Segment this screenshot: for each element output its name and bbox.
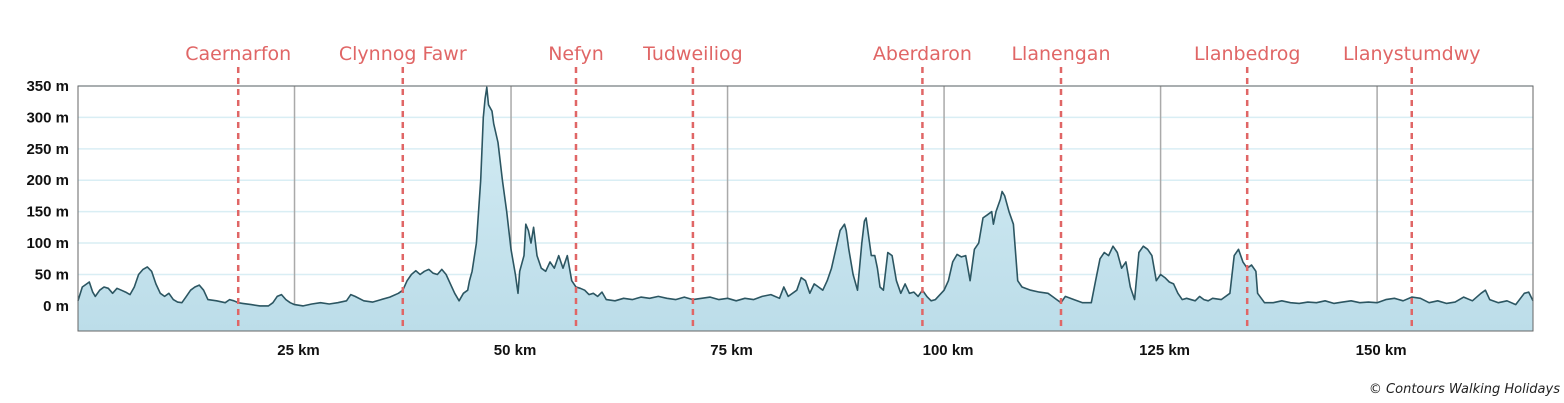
town-label: Llanbedrog [1194,43,1300,65]
y-tick-label: 100 m [26,235,69,252]
plot-frame [77,85,1534,332]
y-tick-label: 250 m [26,141,69,158]
town-label: Nefyn [548,43,604,65]
elevation-fill [78,87,1533,331]
y-tick-label: 300 m [26,109,69,126]
x-tick-label: 150 km [1356,342,1407,359]
y-tick-label: 0 m [43,298,69,315]
x-tick-label: 100 km [923,342,974,359]
town-label: Caernarfon [185,43,291,65]
town-label: Llanengan [1011,43,1110,65]
y-tick-label: 200 m [26,172,69,189]
town-label: Tudweiliog [642,43,743,65]
x-tick-label: 125 km [1139,342,1190,359]
y-tick-label: 350 m [26,78,69,95]
x-tick-label: 25 km [277,342,320,359]
y-axis-ticks: 0 m 50 m 100 m 150 m 200 m 250 m 300 m 350 m [26,78,69,315]
copyright-text: © Contours Walking Holidays [1369,382,1560,397]
horizontal-gridlines [78,85,1533,307]
x-axis-ticks: 25 km 50 km 75 km 100 km 125 km 150 km [277,342,1406,359]
town-markers: Caernarfon Clynnog Fawr Nefyn Tudweiliog Abe… [185,43,1481,331]
y-tick-label: 150 m [26,204,69,221]
town-label: Aberdaron [873,43,972,65]
elevation-line [77,86,1534,307]
elevation-area [77,86,1534,331]
x-tick-label: 75 km [710,342,753,359]
x-tick-label: 50 km [494,342,537,359]
y-tick-label: 50 m [35,266,69,283]
town-label: Clynnog Fawr [339,43,467,65]
town-label: Llanystumdwy [1343,43,1481,65]
